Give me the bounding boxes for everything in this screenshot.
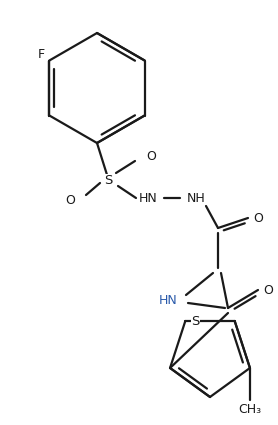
Text: O: O [253,212,263,224]
Text: HN: HN [159,294,177,306]
Text: NH: NH [187,192,205,204]
Text: O: O [146,150,156,162]
Text: S: S [191,314,200,328]
Text: S: S [104,173,112,187]
Text: HN: HN [139,192,157,204]
Text: O: O [65,193,75,207]
Text: F: F [38,48,45,61]
Text: O: O [263,283,273,297]
Text: CH₃: CH₃ [238,403,262,416]
